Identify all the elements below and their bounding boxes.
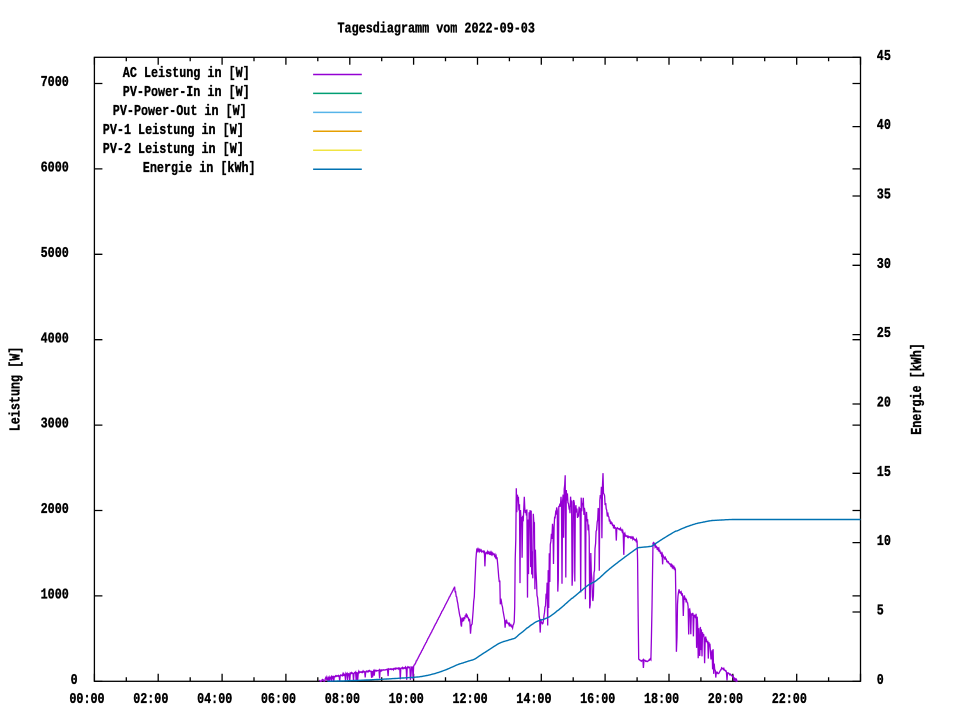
svg-text:16:00: 16:00 — [580, 692, 615, 708]
svg-text:02:00: 02:00 — [133, 692, 168, 708]
svg-text:20: 20 — [877, 396, 891, 412]
svg-text:45: 45 — [877, 49, 891, 65]
svg-text:06:00: 06:00 — [261, 692, 296, 708]
svg-text:12:00: 12:00 — [453, 692, 488, 708]
svg-text:PV-2 Leistung in [W]: PV-2 Leistung in [W] — [103, 142, 244, 158]
svg-text:18:00: 18:00 — [644, 692, 679, 708]
svg-text:4000: 4000 — [41, 331, 69, 347]
svg-text:20:00: 20:00 — [708, 692, 743, 708]
svg-text:10: 10 — [877, 534, 891, 550]
svg-text:25: 25 — [877, 326, 891, 342]
svg-text:PV-Power-Out in [W]: PV-Power-Out in [W] — [113, 104, 247, 120]
svg-text:1000: 1000 — [41, 588, 69, 604]
svg-text:2000: 2000 — [41, 502, 69, 518]
svg-text:Tagesdiagramm vom 2022-09-03: Tagesdiagramm vom 2022-09-03 — [338, 22, 536, 38]
svg-text:3000: 3000 — [41, 417, 69, 433]
svg-text:00:00: 00:00 — [69, 692, 104, 708]
svg-text:Leistung [W]: Leistung [W] — [8, 347, 24, 432]
svg-text:40: 40 — [877, 118, 891, 134]
svg-text:Energie [kWh]: Energie [kWh] — [910, 343, 926, 435]
svg-text:0: 0 — [877, 673, 884, 689]
svg-text:7000: 7000 — [41, 75, 69, 91]
svg-text:0: 0 — [71, 673, 78, 689]
svg-text:14:00: 14:00 — [516, 692, 551, 708]
svg-text:PV-1 Leistung in [W]: PV-1 Leistung in [W] — [103, 123, 244, 139]
svg-text:15: 15 — [877, 465, 891, 481]
svg-text:30: 30 — [877, 257, 891, 273]
svg-text:35: 35 — [877, 188, 891, 204]
svg-text:08:00: 08:00 — [325, 692, 360, 708]
svg-text:Energie in [kWh]: Energie in [kWh] — [143, 161, 256, 177]
svg-text:AC Leistung in [W]: AC Leistung in [W] — [123, 66, 250, 82]
svg-text:PV-Power-In in [W]: PV-Power-In in [W] — [123, 85, 250, 101]
svg-text:5: 5 — [877, 604, 884, 620]
svg-text:5000: 5000 — [41, 246, 69, 262]
svg-text:22:00: 22:00 — [772, 692, 807, 708]
svg-text:10:00: 10:00 — [389, 692, 424, 708]
svg-text:6000: 6000 — [41, 161, 69, 177]
svg-text:04:00: 04:00 — [197, 692, 232, 708]
